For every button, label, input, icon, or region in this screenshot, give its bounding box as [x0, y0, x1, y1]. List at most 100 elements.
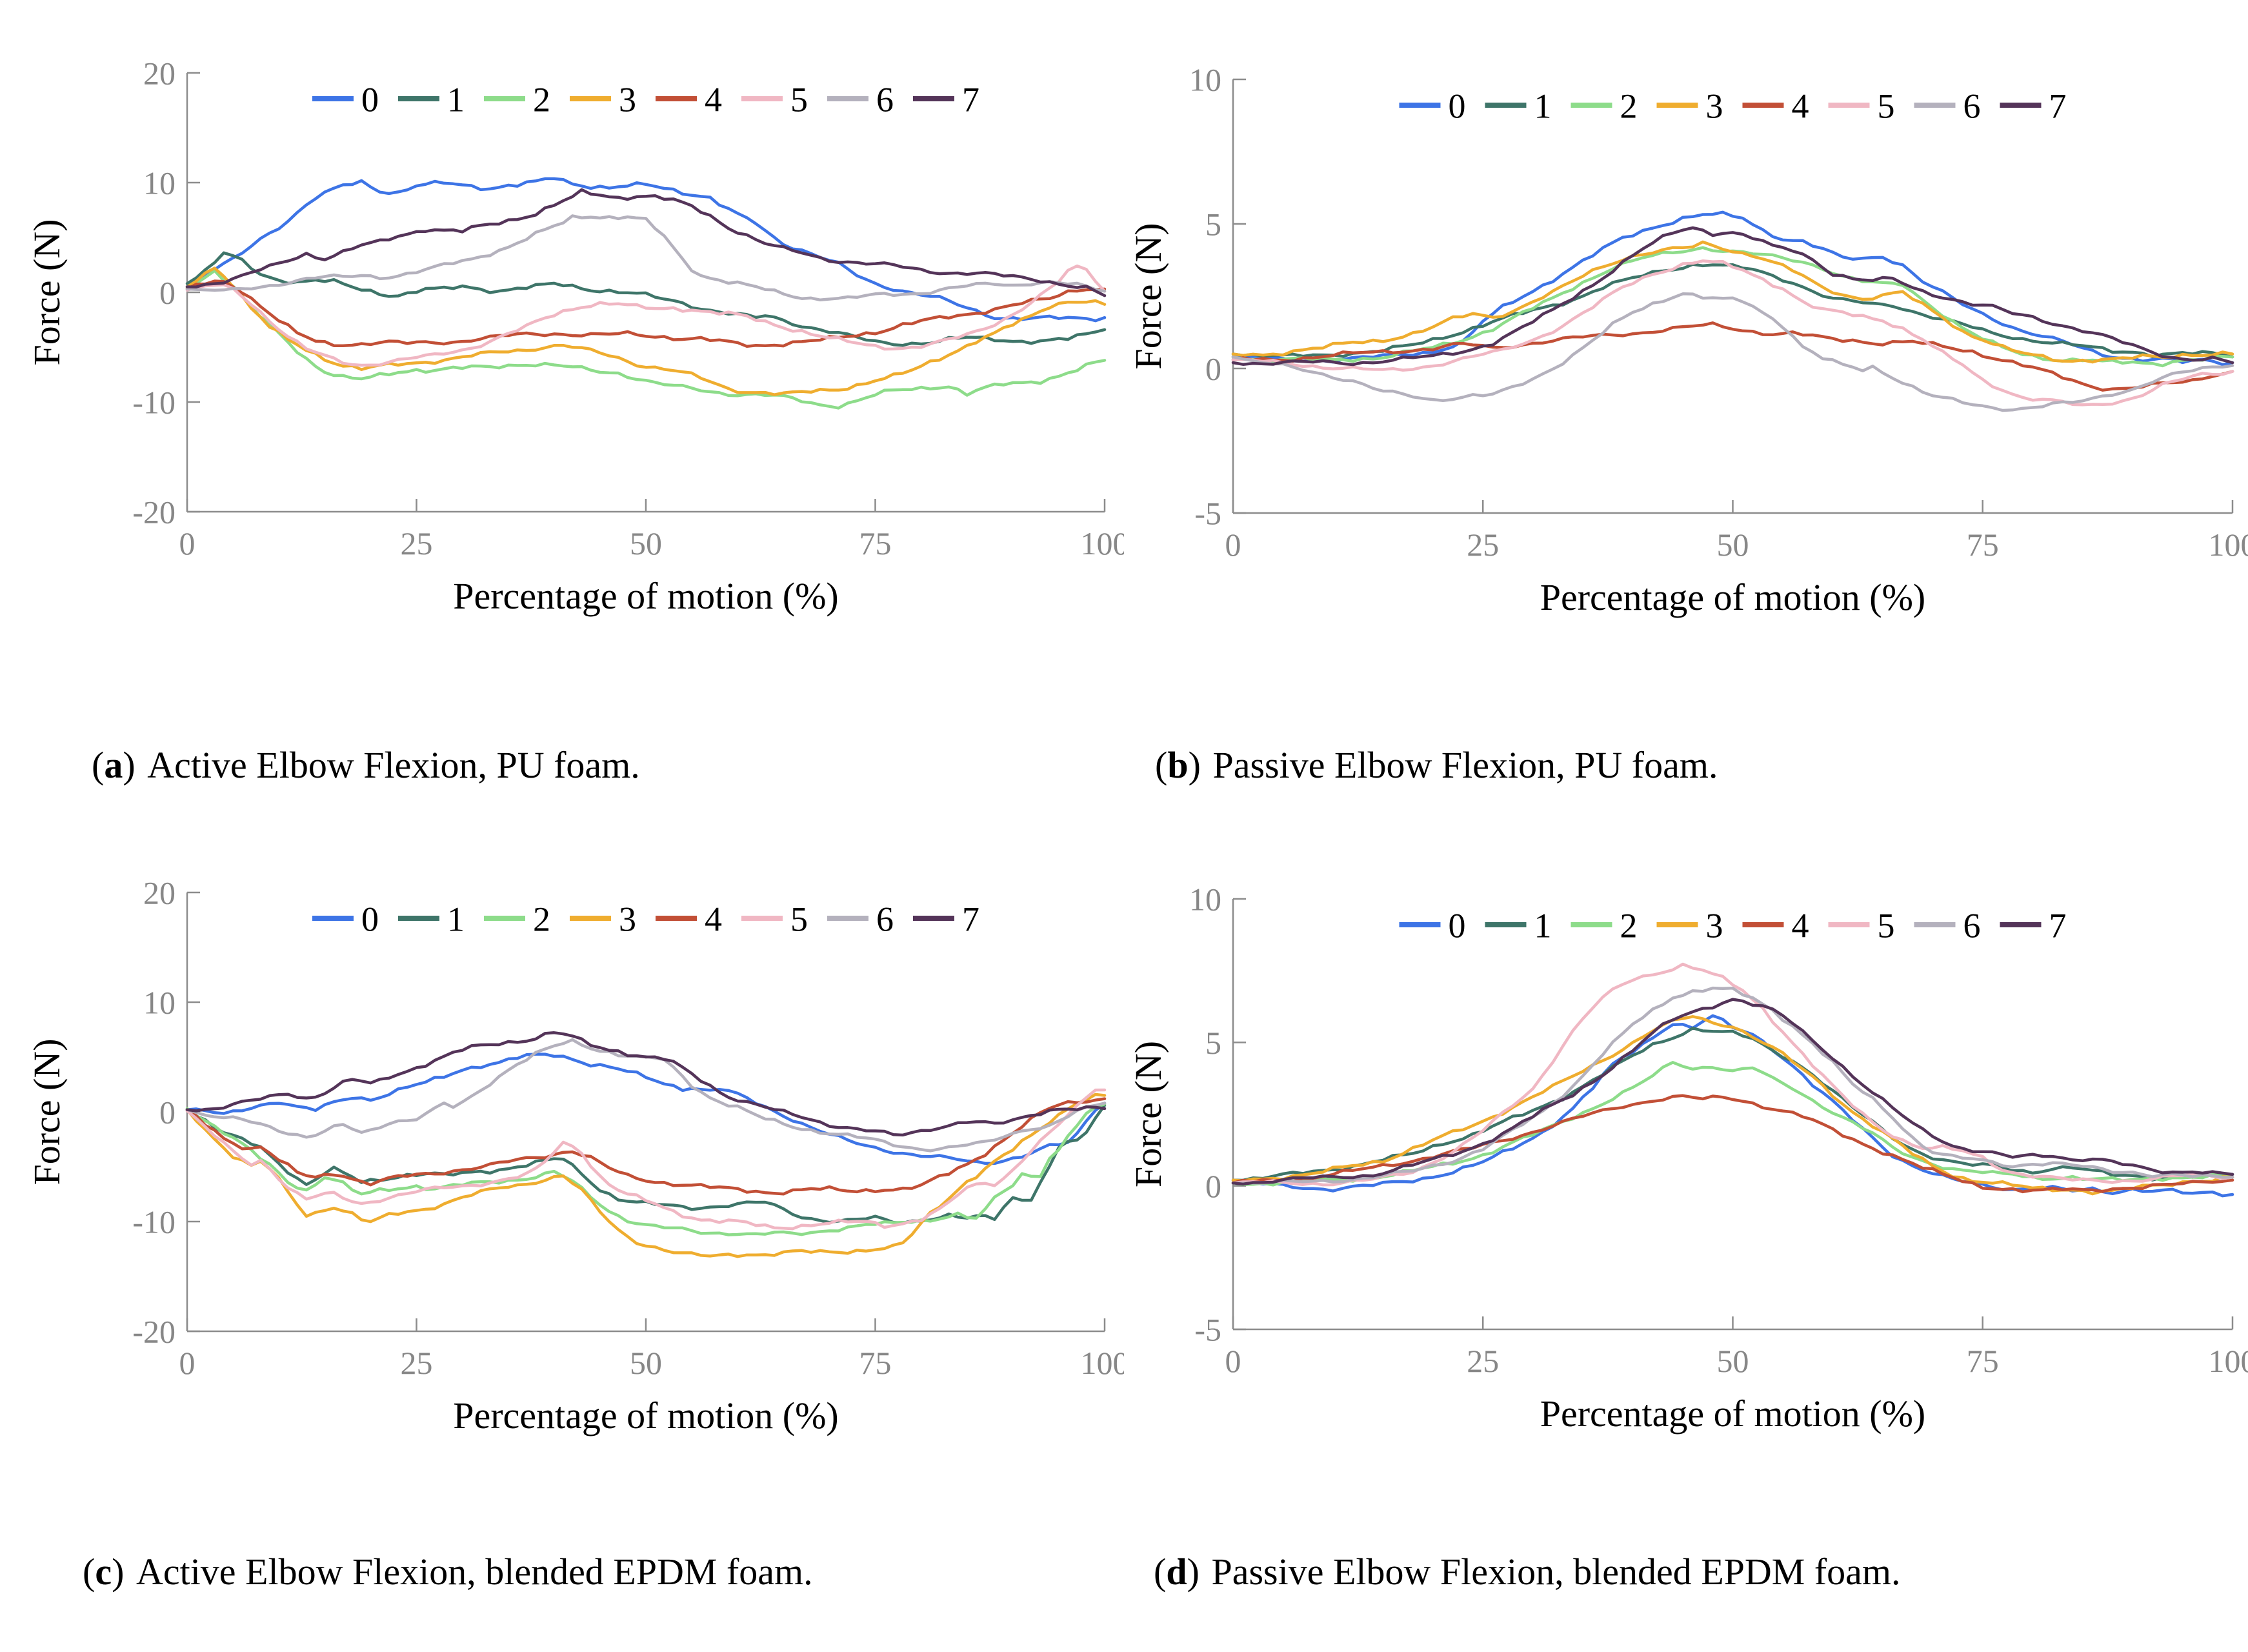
caption-b-paren-open: ( — [1155, 744, 1168, 786]
legend-item-4: 4 — [656, 900, 722, 938]
legend-item-1: 1 — [1485, 86, 1552, 125]
y-tick-label: 0 — [159, 1094, 176, 1131]
caption-c-paren-open: ( — [83, 1551, 95, 1593]
legend-item-5: 5 — [741, 900, 808, 938]
series-2-line — [185, 269, 1107, 410]
x-tick-label: 75 — [1967, 527, 1999, 563]
legend-item-5: 5 — [1828, 86, 1895, 125]
series-0-line — [185, 177, 1107, 323]
legend-label-2: 2 — [533, 80, 550, 119]
legend-item-0: 0 — [312, 900, 379, 938]
legend-item-2: 2 — [484, 900, 550, 938]
legend-label-1: 1 — [1534, 906, 1552, 945]
legend-item-7: 7 — [913, 80, 979, 119]
legend-label-5: 5 — [790, 80, 808, 119]
y-tick-label: -5 — [1194, 496, 1221, 532]
legend-item-3: 3 — [570, 80, 636, 119]
legend-item-1: 1 — [398, 80, 465, 119]
series-4-line — [1231, 321, 2234, 392]
x-tick-label: 0 — [1225, 527, 1241, 563]
y-axis-title: Force (N) — [26, 219, 68, 365]
x-tick-label: 100 — [2209, 527, 2248, 563]
x-axis-title: Percentage of motion (%) — [1540, 1393, 1926, 1435]
legend-item-0: 0 — [312, 80, 379, 119]
legend-label-5: 5 — [790, 900, 808, 938]
x-axis-title: Percentage of motion (%) — [453, 1395, 839, 1436]
y-tick-label: 20 — [143, 55, 176, 92]
legend-item-4: 4 — [1742, 906, 1809, 945]
y-tick-label: 0 — [1205, 1168, 1221, 1204]
caption-c-letter: c — [95, 1551, 112, 1593]
y-axis-title: Force (N) — [1127, 1041, 1169, 1187]
legend-label-2: 2 — [1620, 906, 1638, 945]
caption-panel-d: (d) Passive Elbow Flexion, blended EPDM f… — [1154, 1550, 1901, 1593]
legend: 0 1 2 3 4 5 6 7 — [1399, 906, 2067, 945]
legend-item-7: 7 — [2000, 86, 2067, 125]
x-tick-label: 0 — [179, 1345, 196, 1381]
legend-item-6: 6 — [827, 900, 894, 938]
x-tick-label: 0 — [1225, 1343, 1241, 1379]
legend: 0 1 2 3 4 5 6 7 — [1399, 86, 2067, 125]
legend-label-4: 4 — [1792, 906, 1809, 945]
y-tick-label: 5 — [1205, 206, 1221, 243]
y-axis-title: Force (N) — [26, 1038, 68, 1185]
x-tick-label: 75 — [859, 525, 892, 561]
caption-a-paren-open: ( — [92, 744, 105, 786]
y-tick-label: 0 — [159, 275, 176, 311]
chart-passive-epdm-foam: -505100255075100Percentage of motion (%)… — [1127, 881, 2248, 1435]
legend-item-4: 4 — [656, 80, 722, 119]
legend-item-3: 3 — [1656, 906, 1723, 945]
caption-b-text: Passive Elbow Flexion, PU foam. — [1212, 744, 1718, 786]
x-tick-label: 50 — [1717, 527, 1749, 563]
x-tick-label: 100 — [1081, 525, 1125, 561]
legend: 0 1 2 3 4 5 6 7 — [312, 80, 979, 119]
x-tick-label: 75 — [1967, 1343, 1999, 1379]
y-tick-label: -5 — [1194, 1312, 1221, 1348]
legend-label-3: 3 — [1706, 906, 1723, 945]
y-tick-label: 10 — [143, 985, 176, 1021]
series-4-line — [185, 1097, 1107, 1196]
legend-item-6: 6 — [1914, 86, 1981, 125]
legend-item-4: 4 — [1742, 86, 1809, 125]
caption-d-letter: d — [1166, 1551, 1187, 1593]
y-tick-label: -20 — [132, 494, 176, 530]
series-1-line — [185, 251, 1107, 347]
caption-panel-b: (b) Passive Elbow Flexion, PU foam. — [1155, 743, 1718, 787]
x-tick-label: 50 — [630, 1345, 662, 1381]
x-tick-label: 25 — [1467, 1343, 1499, 1379]
x-tick-label: 25 — [401, 525, 433, 561]
series-4-line — [1231, 1094, 2234, 1194]
y-tick-label: -10 — [132, 1204, 176, 1240]
x-axis-title: Percentage of motion (%) — [453, 575, 839, 617]
series-6-line — [1231, 292, 2234, 412]
legend-item-6: 6 — [827, 80, 894, 119]
x-tick-label: 25 — [401, 1345, 433, 1381]
legend-label-4: 4 — [705, 80, 722, 119]
series-4-line — [185, 279, 1107, 348]
x-tick-label: 100 — [2209, 1343, 2248, 1379]
series-5-line — [185, 264, 1107, 367]
series-6-line — [185, 214, 1107, 302]
caption-a-letter: a — [104, 744, 123, 786]
legend-label-7: 7 — [2049, 86, 2067, 125]
caption-b-paren-close: ) — [1188, 744, 1201, 786]
legend-label-7: 7 — [2049, 906, 2067, 945]
series-0-line — [185, 1053, 1107, 1165]
legend-label-6: 6 — [876, 80, 894, 119]
series-7-line — [185, 1031, 1107, 1137]
caption-a-paren-close: ) — [123, 744, 135, 786]
legend-label-7: 7 — [962, 80, 979, 119]
series-5-line — [1231, 962, 2234, 1187]
legend-label-6: 6 — [1963, 86, 1981, 125]
y-tick-label: 0 — [1205, 351, 1221, 387]
legend-label-3: 3 — [619, 80, 636, 119]
caption-panel-a: (a) Active Elbow Flexion, PU foam. — [92, 743, 640, 787]
legend-label-5: 5 — [1878, 86, 1895, 125]
legend-label-6: 6 — [1963, 906, 1981, 945]
x-tick-label: 50 — [630, 525, 662, 561]
y-tick-label: 10 — [1189, 881, 1221, 918]
legend-item-1: 1 — [398, 900, 465, 938]
legend-item-0: 0 — [1399, 906, 1466, 945]
series-3-line — [185, 1093, 1107, 1258]
